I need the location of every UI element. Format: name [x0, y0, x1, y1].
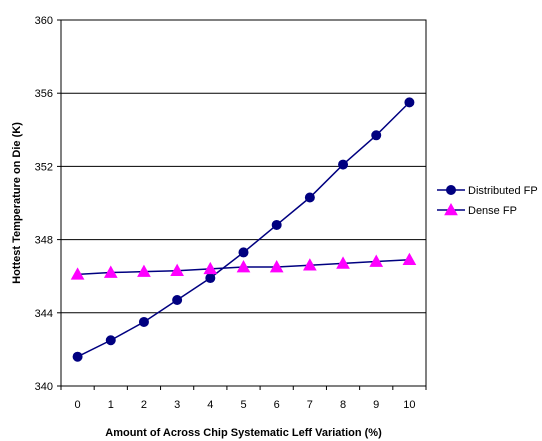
legend: Distributed FP Dense FP [437, 185, 538, 217]
data-point [203, 261, 218, 275]
series-dense-fp [70, 252, 417, 280]
y-tick-label: 352 [35, 161, 53, 173]
y-tick-label: 356 [35, 88, 53, 100]
data-point [269, 260, 284, 273]
legend-marker [446, 185, 456, 195]
y-tick-label: 360 [35, 15, 53, 27]
data-point [236, 260, 251, 273]
legend-label: Dense FP [468, 205, 517, 217]
x-axis-title: Amount of Across Chip Systematic Leff Va… [105, 427, 382, 439]
x-tick-label: 7 [307, 399, 313, 411]
y-tick-label: 340 [35, 381, 53, 393]
data-point [105, 335, 116, 346]
y-tick-label: 348 [35, 235, 53, 247]
data-point [170, 263, 184, 277]
x-tick-label: 8 [340, 399, 346, 411]
x-tick-label: 0 [75, 399, 81, 411]
plot-area [60, 19, 427, 387]
gridlines [61, 92, 426, 314]
data-point [338, 159, 349, 170]
data-point [103, 265, 118, 278]
y-axis-ticks: 340 344 348 352 356 360 [35, 15, 61, 393]
data-point [172, 294, 183, 305]
data-point [70, 267, 85, 280]
series-line [77, 101, 410, 358]
data-point [238, 247, 249, 258]
data-point [304, 192, 315, 203]
data-point [371, 130, 382, 141]
x-tick-label: 10 [403, 399, 415, 411]
legend-entry: Dense FP [437, 202, 517, 217]
data-point [369, 254, 384, 267]
series-distributed-fp [72, 97, 415, 362]
x-tick-label: 4 [207, 399, 213, 411]
y-tick-label: 344 [35, 308, 53, 320]
legend-marker [444, 202, 458, 216]
data-point [271, 219, 282, 230]
y-axis-title: Hottest Temperature on Die (K) [11, 122, 23, 284]
data-point [303, 258, 317, 271]
data-point [402, 252, 417, 266]
legend-entry: Distributed FP [437, 185, 538, 197]
x-tick-label: 5 [240, 399, 246, 411]
legend-label: Distributed FP [468, 185, 538, 197]
data-point [336, 256, 350, 269]
x-tick-label: 6 [274, 399, 280, 411]
series-layer [70, 97, 417, 362]
x-tick-label: 1 [108, 399, 114, 411]
data-point [205, 273, 216, 284]
data-point [138, 316, 149, 327]
data-point [404, 97, 415, 108]
x-tick-label: 3 [174, 399, 180, 411]
data-point [72, 351, 83, 362]
x-tick-label: 2 [141, 399, 147, 411]
data-point [137, 264, 151, 277]
x-axis-ticks: 0 1 2 3 4 5 6 7 8 9 10 [60, 386, 427, 411]
x-tick-label: 9 [373, 399, 379, 411]
